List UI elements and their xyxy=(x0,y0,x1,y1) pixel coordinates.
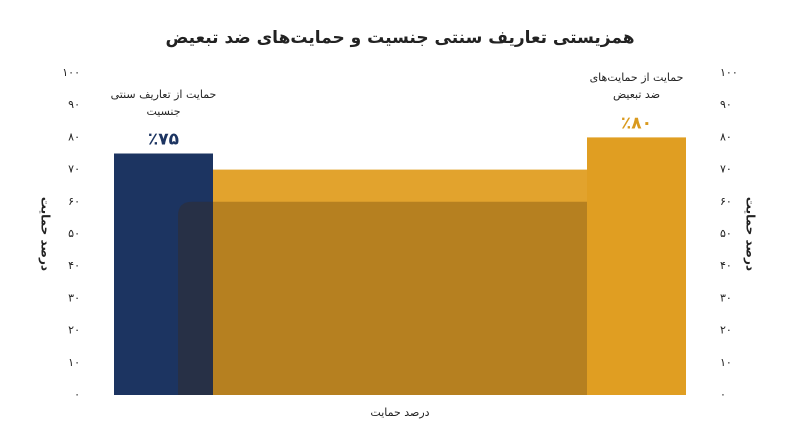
y2-tick-label: ۳۰ xyxy=(720,291,732,304)
y-tick-label: ۷۰ xyxy=(68,163,80,176)
y-tick-label: ۵۰ xyxy=(68,227,80,240)
overlap-shade xyxy=(178,201,587,395)
y2-axis-label: درصد حمایت xyxy=(744,197,758,271)
y-tick-label: ۳۰ xyxy=(68,291,80,304)
y2-tick-label: ۶۰ xyxy=(720,195,732,208)
y2-tick-label: ۴۰ xyxy=(720,259,732,272)
x-axis-label: درصد حمایت xyxy=(370,406,429,419)
y2-tick-label: ۸۰ xyxy=(720,130,732,143)
y-tick-label: ۹۰ xyxy=(68,98,80,111)
bar xyxy=(587,137,686,395)
category-label: حمایت از تعاریف سنتی جنسیت xyxy=(110,87,217,118)
y-tick-label: ۲۰ xyxy=(68,324,80,337)
y-tick-label: ۸۰ xyxy=(68,130,80,143)
y-tick-label: ۶۰ xyxy=(68,195,80,208)
y-tick-label: ۱۰ xyxy=(68,356,80,369)
y-tick-label: ۱۰۰ xyxy=(62,66,80,79)
y-axis-label: درصد حمایت xyxy=(39,197,53,271)
y-tick-label: ۰ xyxy=(74,388,80,401)
y2-tick-label: ۱۰۰ xyxy=(720,66,738,79)
value-label: ٪۸۰ xyxy=(621,113,652,133)
bar xyxy=(114,153,213,395)
y2-tick-label: ۲۰ xyxy=(720,324,732,337)
y2-tick-label: ۹۰ xyxy=(720,98,732,111)
category-label: حمایت از حمایت‌های ضد تبعیض xyxy=(589,71,684,102)
y2-tick-label: ۵۰ xyxy=(720,227,732,240)
value-label: ٪۷۵ xyxy=(148,130,179,150)
overlap-band xyxy=(213,169,587,395)
y2-tick-label: ۱۰ xyxy=(720,356,732,369)
y-tick-label: ۴۰ xyxy=(68,259,80,272)
y2-tick-label: ۷۰ xyxy=(720,163,732,176)
y2-tick-label: ۰ xyxy=(720,388,726,401)
chart-title: همزیستی تعاریف سنتی جنسیت و حمایت‌های ضد… xyxy=(165,28,634,48)
